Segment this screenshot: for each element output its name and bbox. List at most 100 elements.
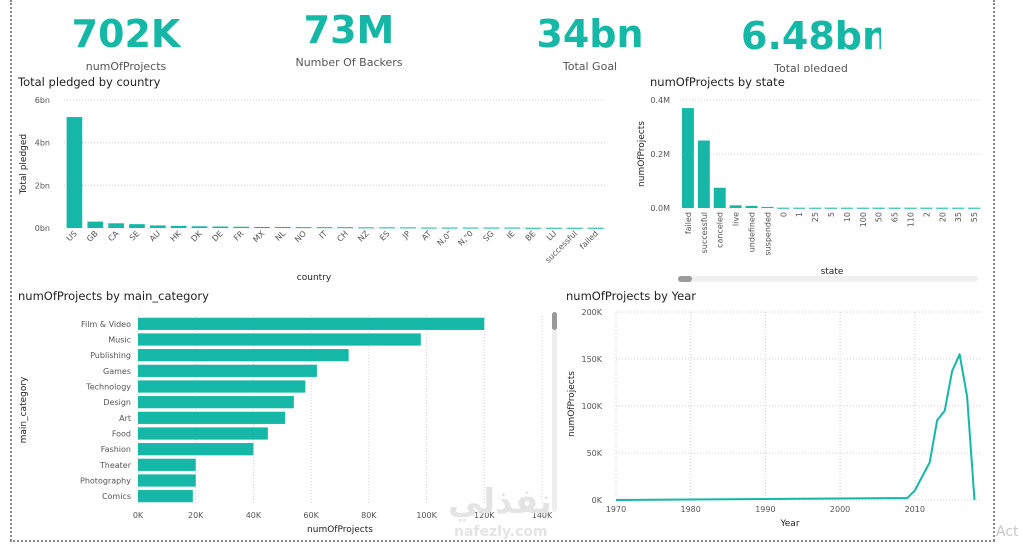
y-tick-label: 150K xyxy=(581,355,602,364)
x-axis-label: numOfProjects xyxy=(307,525,373,535)
x-tick-label: 1990 xyxy=(755,505,775,514)
x-tick-label: 2010 xyxy=(905,505,925,514)
y-tick-label: 0.2M xyxy=(650,150,670,159)
bar xyxy=(777,207,790,209)
watermark-logo-arabic: نفذلي xyxy=(448,482,553,522)
x-tick-label: 110 xyxy=(906,212,915,227)
y-tick-label: Film & Video xyxy=(81,320,131,329)
y-tick-label: Games xyxy=(103,367,131,376)
y-tick-label: 6bn xyxy=(35,96,50,105)
kpi-label: Number Of Backers xyxy=(295,56,403,69)
x-tick-label: 35 xyxy=(954,212,963,222)
x-tick-label: GB xyxy=(85,229,100,244)
x-tick-label: NL xyxy=(274,229,288,243)
x-tick-label: MX xyxy=(251,229,266,244)
bar xyxy=(138,427,268,440)
x-tick-label: live xyxy=(732,212,741,226)
x-tick-label: SE xyxy=(128,229,142,243)
bar xyxy=(212,226,229,228)
x-tick-label: 2000 xyxy=(830,505,850,514)
state-bar-chart: 0.0M 0.2M 0.4M failed successful canceled live… xyxy=(637,96,982,277)
bar xyxy=(295,227,312,229)
kpi-card-pledged: 6.48bn Total pledged xyxy=(741,16,881,72)
bar xyxy=(275,226,291,228)
x-tick-label: N,0" xyxy=(435,229,454,248)
series-line xyxy=(615,353,976,501)
x-tick-label: LU xyxy=(545,229,558,242)
y-tick-label: Art xyxy=(119,414,131,423)
x-tick-label: canceled xyxy=(716,212,725,248)
x-tick-label: SG xyxy=(481,229,495,243)
bar xyxy=(170,225,187,228)
bar xyxy=(729,205,742,208)
x-tick-label: 25 xyxy=(811,212,820,222)
bar xyxy=(546,227,562,229)
bar xyxy=(697,140,710,208)
y-axis-label: main_category xyxy=(19,376,29,443)
y-tick-label: 200K xyxy=(581,308,602,317)
x-tick-label: undefined xyxy=(748,212,757,252)
dashboard-frame-left xyxy=(10,0,12,541)
x-tick-label: suspended xyxy=(763,212,772,256)
x-tick-label: 60K xyxy=(303,511,319,520)
bar xyxy=(968,207,981,209)
kpi-label: Total Goal xyxy=(562,60,618,73)
x-axis-label: state xyxy=(821,267,844,277)
watermark-logo-latin: nafezly.com xyxy=(454,524,548,540)
y-axis-label: Total pledged xyxy=(19,134,29,195)
bar xyxy=(138,333,421,346)
bar xyxy=(525,227,541,229)
x-tick-label: DK xyxy=(189,229,204,244)
x-tick-label: failed xyxy=(578,229,600,251)
bar xyxy=(358,227,375,229)
x-tick-label: 20 xyxy=(938,212,947,222)
bar xyxy=(138,490,193,503)
x-tick-label: 65 xyxy=(891,212,900,222)
y-tick-label: 4bn xyxy=(35,139,50,148)
year-line-chart: 0K 50K 100K 150K 200K 1970 1980 1990 2000 2010 Yea… xyxy=(567,308,982,529)
country-bar-chart: 0bn 2bn 4bn 6bn US GB CA SE AU HK DK DE FR MX NL NO IT CH… xyxy=(19,96,606,283)
x-tick-label: DE xyxy=(210,229,224,243)
bar xyxy=(138,458,196,471)
kpi-label: Total pledged xyxy=(774,62,848,72)
bar xyxy=(149,225,166,228)
x-tick-label: BE xyxy=(524,229,538,243)
bar xyxy=(504,227,521,229)
x-tick-label: 120K xyxy=(474,511,495,520)
bar xyxy=(254,226,270,228)
x-tick-label: 2 xyxy=(922,212,931,217)
side-overlay-text: Act xyxy=(996,524,1019,540)
x-tick-label: CH xyxy=(335,229,350,244)
bar xyxy=(793,207,806,209)
kpi-card-projects: 702K numOfProjects xyxy=(66,14,186,73)
bar xyxy=(138,349,349,362)
state-scrollbar-track[interactable] xyxy=(678,276,978,282)
x-tick-label: ES xyxy=(378,229,392,243)
x-tick-label: successful xyxy=(700,212,709,253)
y-tick-label: Photography xyxy=(80,477,131,486)
x-tick-label: AU xyxy=(148,229,162,243)
y-tick-label: Theater xyxy=(99,461,132,470)
y-tick-label: 2bn xyxy=(35,181,50,190)
kpi-card-goal: 34bn Total Goal xyxy=(530,14,650,73)
x-tick-label: CA xyxy=(106,229,121,244)
x-tick-label: JP xyxy=(400,229,412,241)
y-tick-label: Music xyxy=(108,336,131,345)
y-tick-label: 0.4M xyxy=(650,96,670,105)
x-tick-label: IE xyxy=(505,229,517,241)
x-tick-label: 80K xyxy=(361,511,377,520)
category-scrollbar-track[interactable] xyxy=(552,312,557,512)
bar xyxy=(587,227,604,229)
bar xyxy=(138,443,254,456)
bar xyxy=(936,207,949,209)
x-tick-label: 0 xyxy=(779,212,788,217)
bar xyxy=(87,221,104,228)
kpi-card-backers: 73M Number Of Backers xyxy=(289,10,409,69)
x-tick-label: N,"0 xyxy=(456,229,475,248)
x-tick-label: US xyxy=(65,229,79,243)
category-scrollbar-thumb[interactable] xyxy=(552,312,557,330)
y-tick-label: 100K xyxy=(581,402,602,411)
chart-title-category: numOfProjects by main_category xyxy=(18,289,209,303)
state-scrollbar-thumb[interactable] xyxy=(678,276,692,282)
x-tick-label: 10 xyxy=(843,212,852,222)
